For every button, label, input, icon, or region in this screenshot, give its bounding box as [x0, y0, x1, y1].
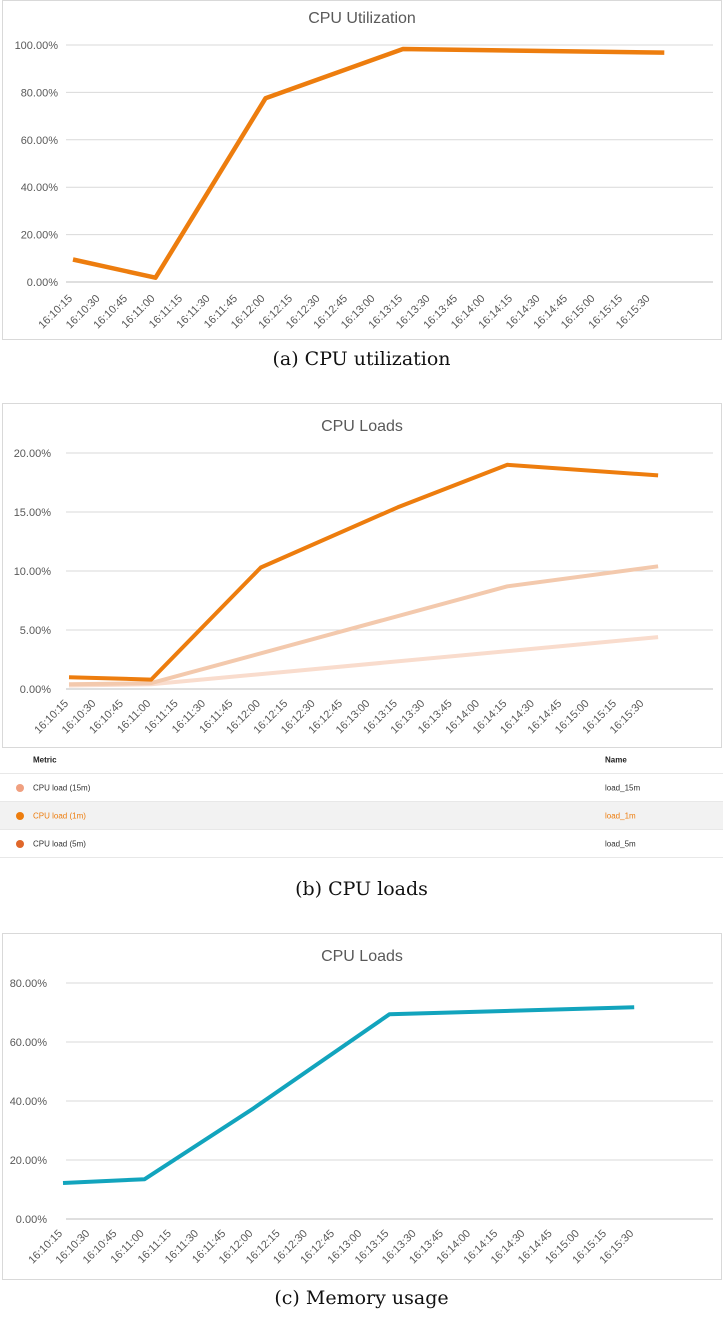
legend-dot-icon: [16, 811, 24, 820]
chart-panel-cpu-loads: CPU Loads 0.00% 5.00% 10.00% 15.00% 20.00% 16:…: [2, 403, 722, 748]
y-tick-label: 20.00%: [14, 448, 52, 460]
legend-table: Metric Name CPU load (15m) load_15m CPU …: [0, 747, 723, 858]
y-tick-label: 40.00%: [21, 182, 59, 194]
chart-panel-memory-usage: CPU Loads 0.00% 20.00% 40.00% 60.00% 80.00% 16…: [2, 933, 722, 1280]
y-tick-label: 80.00%: [21, 87, 59, 99]
legend-header-name: Name: [605, 755, 627, 765]
chart-cpu-loads: CPU Loads0.00%5.00%10.00%15.00%20.00%16:…: [14, 418, 713, 736]
chart-title: CPU Utilization: [308, 10, 416, 27]
legend-name: load_5m: [605, 839, 636, 848]
legend-metric: CPU load (5m): [33, 839, 86, 848]
y-tick-label: 0.00%: [27, 277, 58, 289]
legend-dot-icon: [16, 783, 24, 792]
y-tick-label: 10.00%: [14, 566, 52, 578]
y-tick-label: 60.00%: [10, 1037, 48, 1049]
y-tick-label: 80.00%: [10, 978, 48, 990]
caption-b: (b) CPU loads: [295, 878, 428, 900]
y-tick-label: 100.00%: [15, 40, 59, 52]
y-tick-label: 15.00%: [14, 507, 52, 519]
legend-name: load_15m: [605, 783, 641, 792]
caption-c: (c) Memory usage: [274, 1287, 449, 1309]
series-line-cpu-utilization: [72, 46, 665, 280]
series-line-cpu-load-15m: [68, 635, 659, 688]
y-tick-label: 20.00%: [21, 230, 59, 242]
chart-memory-usage: CPU Loads0.00%20.00%40.00%60.00%80.00%16…: [10, 948, 713, 1266]
caption-a: (a) CPU utilization: [272, 348, 451, 370]
legend-row-load-15m[interactable]: CPU load (15m) load_15m: [0, 774, 723, 802]
y-tick-label: 5.00%: [20, 625, 51, 637]
y-tick-label: 0.00%: [20, 684, 51, 696]
chart-cpu-utilization: CPU Utilization 0.00% 20.00% 40.00% 60.00% 80…: [15, 10, 713, 331]
y-tick-label: 20.00%: [10, 1155, 48, 1167]
legend-name: load_1m: [605, 811, 636, 820]
y-tick-label: 0.00%: [16, 1214, 47, 1226]
legend-header-row: Metric Name: [0, 747, 723, 774]
y-tick-label: 40.00%: [10, 1096, 48, 1108]
legend-metric: CPU load (1m): [33, 811, 86, 820]
chart-title: CPU Loads: [321, 418, 403, 435]
chart-title: CPU Loads: [321, 948, 403, 965]
series-line-memory-usage: [62, 1005, 635, 1185]
chart-panel-cpu-utilization: CPU Utilization 0.00% 20.00% 40.00% 60.00% 80…: [2, 0, 722, 340]
legend-dot-icon: [16, 839, 24, 848]
legend-row-load-5m[interactable]: CPU load (5m) load_5m: [0, 830, 723, 858]
y-tick-label: 60.00%: [21, 135, 59, 147]
legend-row-load-1m[interactable]: CPU load (1m) load_1m: [0, 802, 723, 830]
legend-header-metric: Metric: [33, 755, 57, 765]
series-line-cpu-load-1m: [68, 462, 659, 682]
legend-metric: CPU load (15m): [33, 783, 91, 792]
series-line-cpu-load-5m: [68, 564, 659, 687]
